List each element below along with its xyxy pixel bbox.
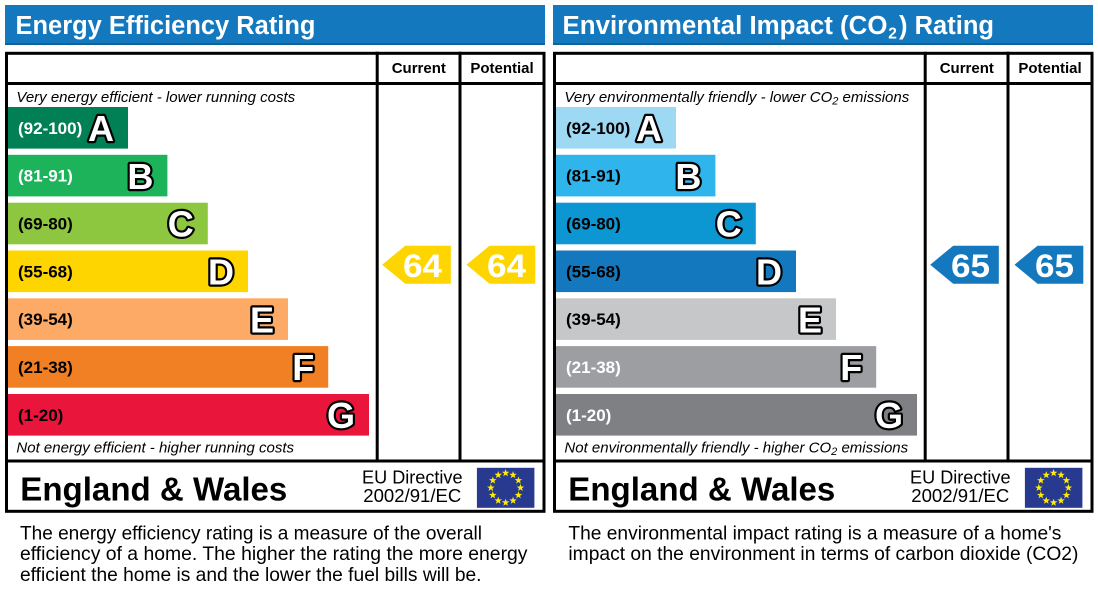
svg-text:(81-91): (81-91) [18,167,73,186]
svg-text:G: G [327,395,355,436]
svg-text:Energy Efficiency Rating: Energy Efficiency Rating [16,12,316,40]
svg-text:64: 64 [403,248,442,284]
svg-text:A: A [636,108,662,149]
svg-text:(69-80): (69-80) [18,215,73,234]
svg-text:C: C [168,204,194,245]
svg-text:EU Directive: EU Directive [910,467,1011,488]
svg-text:Current: Current [392,60,446,77]
svg-text:E: E [798,299,822,340]
svg-text:C: C [168,204,194,245]
svg-text:The environmental impact ratin: The environmental impact rating is a mea… [568,524,1061,545]
svg-text:efficient the home is and the: efficient the home is and the lower the … [20,565,482,586]
svg-text:Potential: Potential [470,60,533,77]
svg-text:A: A [88,108,114,149]
svg-text:D: D [756,252,782,293]
svg-text:Environmental Impact (CO: Environmental Impact (CO [563,12,888,40]
svg-text:Very environmentally friendly: Very environmentally friendly - lower CO… [564,89,909,108]
svg-text:Current: Current [940,60,994,77]
svg-text:D: D [756,252,782,293]
svg-text:England & Wales: England & Wales [568,470,835,507]
svg-text:G: G [327,395,355,436]
svg-text:E: E [250,299,274,340]
svg-text:(55-68): (55-68) [566,262,621,281]
svg-text:F: F [840,347,862,388]
svg-text:F: F [292,347,314,388]
svg-text:F: F [292,347,314,388]
svg-text:(21-38): (21-38) [566,358,621,377]
svg-text:(1-20): (1-20) [18,406,63,425]
svg-text:A: A [636,108,662,149]
svg-text:(21-38): (21-38) [18,358,73,377]
svg-text:F: F [840,347,862,388]
svg-text:D: D [208,252,234,293]
svg-text:65: 65 [1035,248,1074,284]
svg-text:(69-80): (69-80) [566,215,621,234]
svg-text:) Rating: ) Rating [899,12,994,40]
svg-text:B: B [675,156,701,197]
svg-text:Very energy efficient - lower: Very energy efficient - lower running co… [16,89,295,106]
svg-text:Potential: Potential [1018,60,1081,77]
svg-text:2: 2 [888,26,897,43]
svg-text:(92-100): (92-100) [18,119,82,138]
svg-text:B: B [675,156,701,197]
svg-text:(39-54): (39-54) [18,310,73,329]
svg-text:65: 65 [951,248,990,284]
svg-text:The energy efficiency rating i: The energy efficiency rating is a measur… [20,524,482,545]
svg-text:E: E [798,299,822,340]
svg-text:E: E [250,299,274,340]
svg-text:Not environmentally friendly -: Not environmentally friendly - higher CO… [564,440,908,459]
svg-text:G: G [875,395,903,436]
svg-text:(55-68): (55-68) [18,262,73,281]
svg-text:2002/91/EC: 2002/91/EC [363,485,461,506]
svg-text:Not energy efficient - higher: Not energy efficient - higher running co… [16,440,294,457]
svg-text:D: D [208,252,234,293]
svg-text:B: B [127,156,153,197]
svg-text:(92-100): (92-100) [566,119,630,138]
svg-text:A: A [88,108,114,149]
svg-text:(1-20): (1-20) [566,406,611,425]
svg-text:B: B [127,156,153,197]
svg-text:efficiency of a home. The hig: efficiency of a home. The higher the rat… [20,544,528,565]
svg-text:G: G [875,395,903,436]
svg-text:impact on the environment in t: impact on the environment in terms of ca… [568,544,1078,565]
svg-text:64: 64 [487,248,526,284]
svg-text:C: C [716,204,742,245]
svg-text:2002/91/EC: 2002/91/EC [911,485,1009,506]
svg-text:(39-54): (39-54) [566,310,621,329]
svg-text:EU Directive: EU Directive [362,467,463,488]
svg-text:C: C [716,204,742,245]
svg-text:England & Wales: England & Wales [20,470,287,507]
svg-text:(81-91): (81-91) [566,167,621,186]
